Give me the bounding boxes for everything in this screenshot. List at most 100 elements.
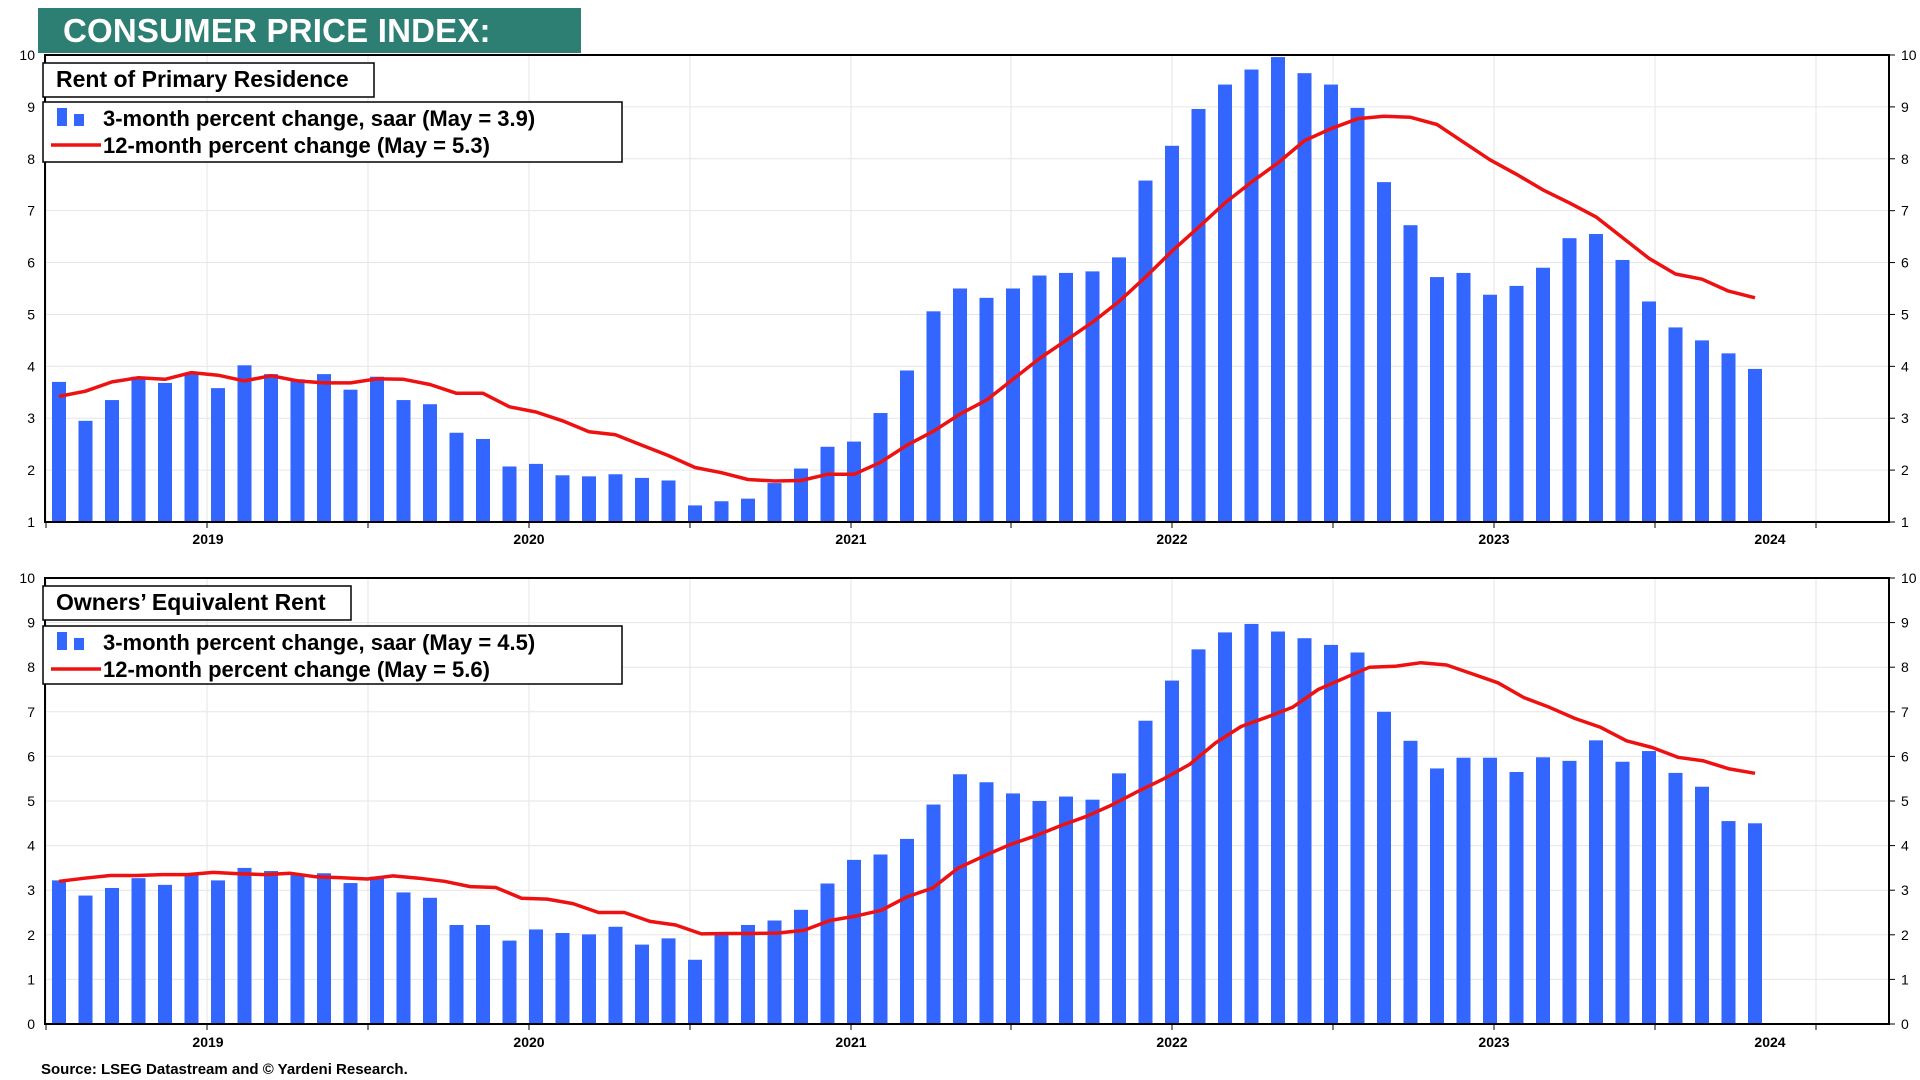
bar bbox=[1350, 652, 1365, 1024]
x-tick-label: 2022 bbox=[1156, 531, 1187, 547]
bar bbox=[211, 388, 225, 522]
y-tick-label-right: 6 bbox=[1901, 255, 1909, 271]
x-tick-label: 2019 bbox=[192, 1034, 223, 1050]
bar bbox=[370, 876, 384, 1024]
y-tick-label-left: 4 bbox=[27, 358, 35, 374]
bar bbox=[1509, 772, 1524, 1024]
bar bbox=[290, 874, 305, 1024]
legend-bar-swatch bbox=[74, 638, 84, 650]
bar bbox=[78, 895, 93, 1024]
bar bbox=[1165, 680, 1179, 1024]
bar bbox=[1006, 793, 1020, 1024]
bar bbox=[1218, 632, 1232, 1024]
bar bbox=[926, 804, 941, 1024]
bar bbox=[1589, 740, 1603, 1024]
y-tick-label-left: 7 bbox=[27, 203, 35, 219]
bar bbox=[1403, 740, 1418, 1024]
bar bbox=[1112, 257, 1126, 522]
bar bbox=[449, 432, 464, 522]
bar bbox=[184, 875, 199, 1024]
bar bbox=[237, 365, 252, 522]
bar bbox=[1377, 711, 1391, 1024]
y-tick-label-right: 5 bbox=[1901, 306, 1909, 322]
y-tick-label-right: 1 bbox=[1901, 514, 1909, 530]
y-tick-label-right: 10 bbox=[1901, 570, 1917, 586]
bar bbox=[1191, 108, 1206, 522]
y-tick-label-left: 9 bbox=[27, 615, 35, 631]
series-line-12-month bbox=[58, 660, 1756, 936]
bar bbox=[237, 867, 252, 1024]
bar bbox=[529, 463, 543, 522]
y-tick-label-left: 10 bbox=[19, 570, 35, 586]
bar bbox=[608, 926, 623, 1024]
bar bbox=[873, 854, 888, 1024]
bar bbox=[1483, 757, 1497, 1024]
y-tick-label-left: 6 bbox=[27, 255, 35, 271]
x-tick-label: 2023 bbox=[1478, 531, 1509, 547]
series-line-12-month bbox=[58, 114, 1756, 483]
bar bbox=[1165, 145, 1179, 523]
chart-title: Rent of Primary Residence bbox=[56, 66, 349, 92]
y-tick-label-right: 7 bbox=[1901, 704, 1909, 720]
bar bbox=[1324, 84, 1338, 523]
bar bbox=[820, 446, 835, 522]
bar bbox=[900, 838, 914, 1024]
chart-rent-primary-residence: 1 1 2 2 3 3 4 4 5 5 6 6 7 7 8 8 9 9 10 10 2019 2020 2021 2022 20… bbox=[19, 47, 1916, 547]
legend-label-bars: 3-month percent change, saar (May = 3.9) bbox=[103, 106, 535, 131]
bar bbox=[1350, 107, 1365, 522]
x-tick-label: 2019 bbox=[192, 531, 223, 547]
bar bbox=[767, 920, 782, 1024]
y-tick-label-left: 5 bbox=[27, 793, 35, 809]
legend-label-line: 12-month percent change (May = 5.3) bbox=[103, 133, 490, 158]
x-tick-label: 2021 bbox=[835, 1034, 866, 1050]
bar bbox=[847, 441, 861, 522]
y-tick-label-right: 0 bbox=[1901, 1016, 1909, 1032]
bar bbox=[979, 782, 994, 1024]
y-tick-label-right: 7 bbox=[1901, 203, 1909, 219]
chart-title-box bbox=[42, 585, 352, 621]
bar bbox=[1297, 638, 1312, 1024]
y-tick-label-right: 6 bbox=[1901, 748, 1909, 764]
bar bbox=[317, 873, 331, 1024]
bar bbox=[661, 480, 676, 522]
bar bbox=[343, 389, 358, 522]
bar bbox=[688, 505, 702, 522]
x-tick-label: 2024 bbox=[1754, 1034, 1785, 1050]
bar bbox=[1509, 285, 1524, 522]
bar bbox=[1059, 796, 1073, 1024]
bar bbox=[264, 374, 278, 522]
legend-bar-swatch bbox=[74, 114, 84, 126]
y-tick-label-left: 8 bbox=[27, 151, 35, 167]
bar bbox=[370, 376, 384, 522]
bar bbox=[1430, 277, 1444, 522]
bar bbox=[1668, 772, 1683, 1024]
bar bbox=[1271, 57, 1285, 522]
y-tick-label-right: 2 bbox=[1901, 462, 1909, 478]
bar bbox=[211, 880, 225, 1024]
bar bbox=[105, 400, 119, 522]
bar bbox=[1377, 182, 1391, 522]
bar bbox=[1589, 234, 1603, 522]
bar bbox=[953, 774, 967, 1024]
plot-frame bbox=[44, 54, 1890, 523]
bar bbox=[1668, 327, 1683, 522]
bar bbox=[502, 940, 517, 1024]
bar bbox=[847, 859, 861, 1024]
bar bbox=[78, 420, 93, 522]
y-tick-label-left: 1 bbox=[27, 971, 35, 987]
bar bbox=[1615, 259, 1630, 522]
bar bbox=[1536, 757, 1550, 1024]
bar bbox=[1112, 773, 1126, 1024]
bar bbox=[1085, 799, 1100, 1024]
y-tick-label-left: 7 bbox=[27, 704, 35, 720]
x-tick-label: 2024 bbox=[1754, 531, 1785, 547]
bar bbox=[1271, 631, 1285, 1024]
bar bbox=[1059, 272, 1073, 522]
y-tick-label-right: 9 bbox=[1901, 99, 1909, 115]
x-tick-label: 2020 bbox=[513, 1034, 544, 1050]
bar bbox=[1562, 238, 1577, 522]
bar bbox=[1615, 761, 1630, 1024]
bar bbox=[52, 880, 66, 1024]
bar bbox=[1032, 275, 1047, 522]
